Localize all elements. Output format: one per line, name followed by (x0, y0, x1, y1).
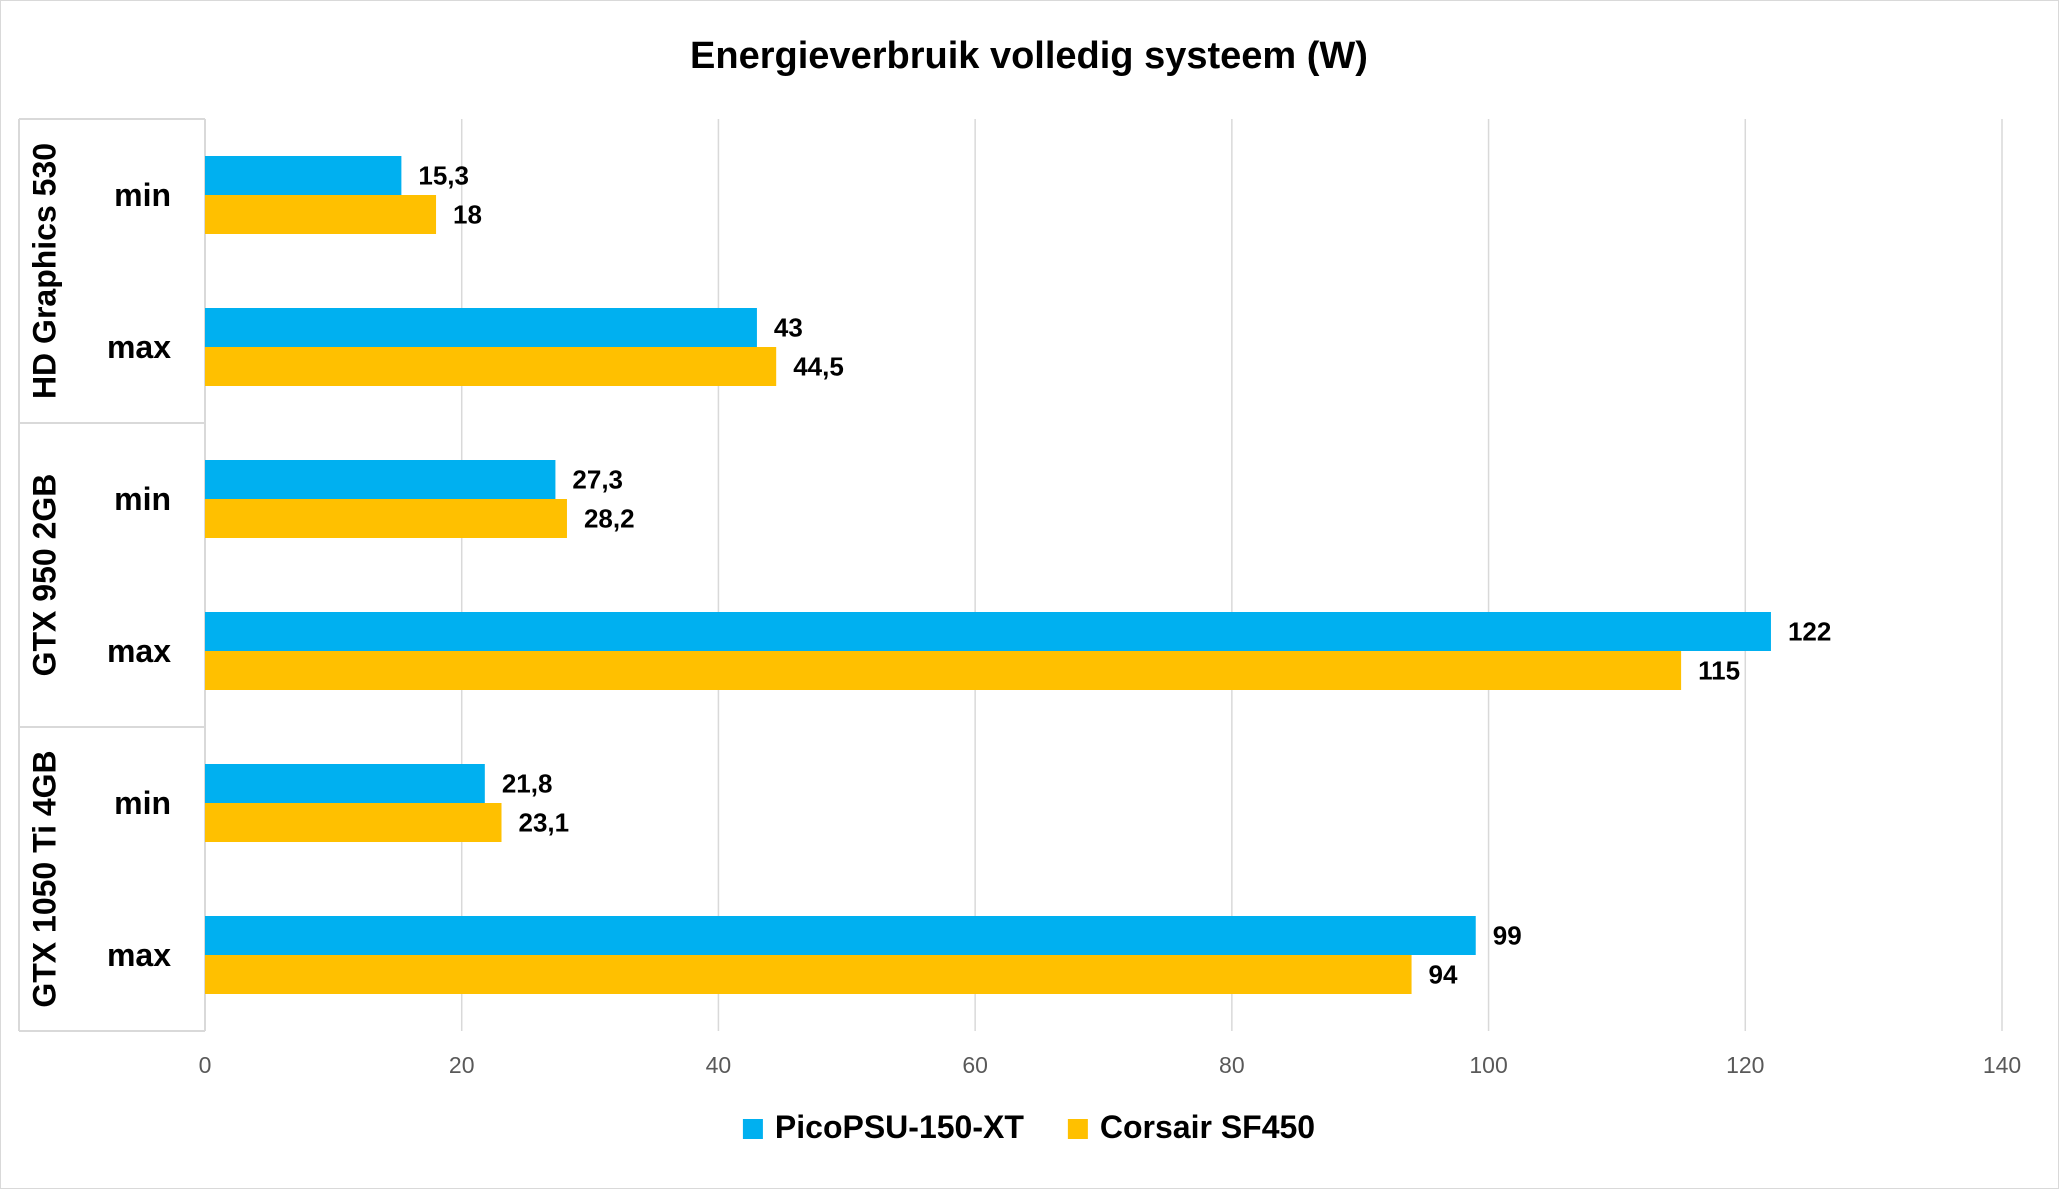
data-label: 27,3 (572, 465, 623, 495)
bar-corsair-sf450 (205, 651, 1682, 690)
legend-swatch (1067, 1119, 1088, 1139)
axes: 0 20 40 60 80 100 120 140 (18, 118, 2021, 1078)
bar-corsair-sf450 (205, 347, 777, 386)
legend-item-picopsu-150-xt: PicoPSU-150-XT (742, 1109, 1024, 1145)
data-label: 18 (453, 200, 482, 230)
data-labels: 15,3 18 43 44,5 27,3 28,2 122 115 21,8 23,1 99 94 (418, 161, 1831, 990)
bar-picopsu-150-xt (205, 308, 757, 347)
category-label: min (114, 481, 171, 517)
data-label: 43 (774, 313, 803, 343)
x-tick-label: 120 (1726, 1052, 1764, 1078)
bar-picopsu-150-xt (205, 916, 1476, 955)
bar-picopsu-150-xt (205, 612, 1771, 651)
data-label: 23,1 (519, 808, 570, 838)
x-tick-label: 60 (962, 1052, 988, 1078)
data-label: 28,2 (584, 504, 635, 534)
x-tick-label: 20 (449, 1052, 475, 1078)
gridlines (460, 119, 2003, 1031)
bar-corsair-sf450 (205, 499, 567, 538)
data-label: 94 (1429, 960, 1458, 990)
category-label: max (107, 329, 171, 365)
legend: PicoPSU-150-XT Corsair SF450 (742, 1109, 1315, 1145)
chart-title: Energieverbruik volledig systeem (W) (690, 35, 1368, 77)
legend-item-corsair-sf450: Corsair SF450 (1067, 1109, 1315, 1145)
data-label: 99 (1493, 921, 1522, 951)
x-tick-label: 100 (1469, 1052, 1507, 1078)
data-label: 122 (1788, 617, 1831, 647)
bar-picopsu-150-xt (205, 156, 402, 195)
x-tick-label: 0 (199, 1052, 212, 1078)
category-labels: HD Graphics 530 min max GTX 950 2GB min max GT… (26, 143, 171, 1008)
data-label: 15,3 (418, 161, 469, 191)
bar-corsair-sf450 (205, 955, 1412, 994)
group-label: GTX 950 2GB (26, 474, 62, 677)
category-label: max (107, 937, 171, 973)
group-label: HD Graphics 530 (26, 143, 62, 399)
x-tick-label: 80 (1219, 1052, 1245, 1078)
category-label: min (114, 785, 171, 821)
data-label: 115 (1698, 656, 1740, 686)
bar-corsair-sf450 (205, 195, 437, 234)
x-tick-label: 140 (1983, 1052, 2021, 1078)
bar-corsair-sf450 (205, 803, 502, 842)
x-tick-label: 40 (706, 1052, 732, 1078)
category-label: max (107, 633, 171, 669)
data-label: 44,5 (793, 352, 844, 382)
bars (205, 156, 1771, 994)
category-label: min (114, 177, 171, 213)
legend-label: Corsair SF450 (1100, 1109, 1315, 1145)
bar-picopsu-150-xt (205, 764, 485, 803)
data-label: 21,8 (502, 769, 553, 799)
legend-label: PicoPSU-150-XT (775, 1109, 1024, 1145)
bar-picopsu-150-xt (205, 460, 556, 499)
legend-swatch (742, 1119, 763, 1139)
group-label: GTX 1050 Ti 4GB (26, 750, 62, 1007)
